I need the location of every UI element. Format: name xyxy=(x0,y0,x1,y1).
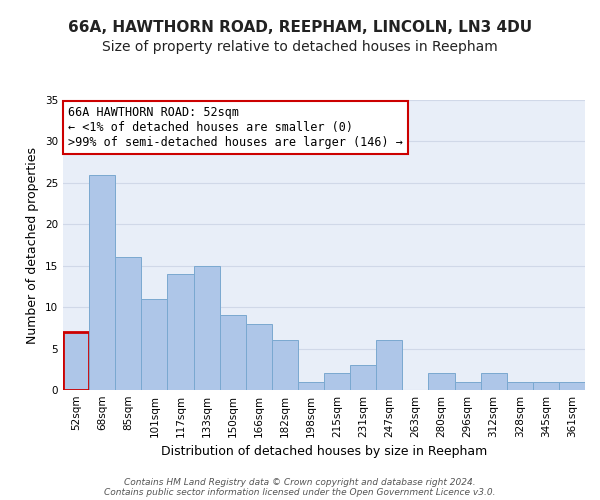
Text: Size of property relative to detached houses in Reepham: Size of property relative to detached ho… xyxy=(102,40,498,54)
Bar xyxy=(63,332,89,390)
Bar xyxy=(115,258,142,390)
Text: Contains HM Land Registry data © Crown copyright and database right 2024.
Contai: Contains HM Land Registry data © Crown c… xyxy=(104,478,496,497)
Bar xyxy=(350,365,376,390)
Y-axis label: Number of detached properties: Number of detached properties xyxy=(26,146,40,344)
Bar xyxy=(324,374,350,390)
Text: 66A, HAWTHORN ROAD, REEPHAM, LINCOLN, LN3 4DU: 66A, HAWTHORN ROAD, REEPHAM, LINCOLN, LN… xyxy=(68,20,532,35)
Bar xyxy=(246,324,272,390)
X-axis label: Distribution of detached houses by size in Reepham: Distribution of detached houses by size … xyxy=(161,446,487,458)
Bar xyxy=(559,382,585,390)
Bar xyxy=(298,382,324,390)
Bar xyxy=(428,374,455,390)
Bar xyxy=(193,266,220,390)
Bar xyxy=(220,316,246,390)
Bar xyxy=(142,299,167,390)
Text: 66A HAWTHORN ROAD: 52sqm
← <1% of detached houses are smaller (0)
>99% of semi-d: 66A HAWTHORN ROAD: 52sqm ← <1% of detach… xyxy=(68,106,403,149)
Bar xyxy=(89,174,115,390)
Bar xyxy=(533,382,559,390)
Bar xyxy=(272,340,298,390)
Bar xyxy=(167,274,193,390)
Bar xyxy=(507,382,533,390)
Bar xyxy=(481,374,507,390)
Bar xyxy=(455,382,481,390)
Bar xyxy=(376,340,403,390)
